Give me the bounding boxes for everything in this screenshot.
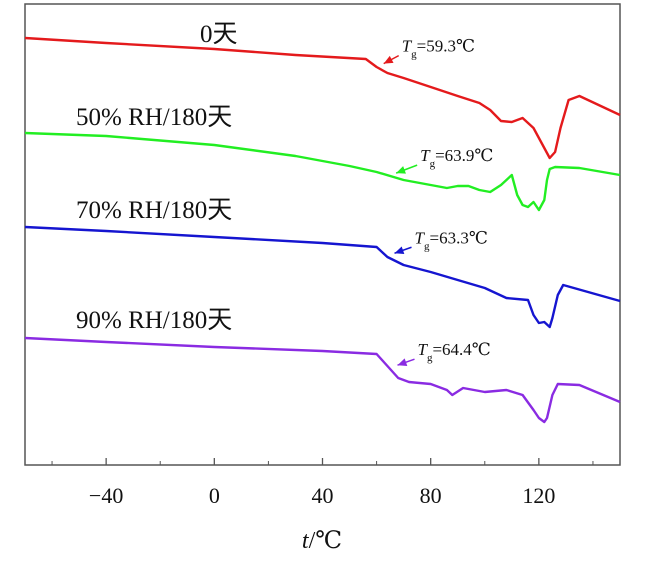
curve-label-2: 70% RH/180天: [76, 197, 232, 224]
tg-arrowhead-2: [394, 246, 405, 255]
plot-frame: [24, 3, 621, 466]
curve-1: [24, 131, 621, 212]
curve-0: [24, 36, 621, 160]
curve-label-0: 0天: [200, 21, 238, 48]
tg-annotation-1: Tg=63.9℃: [420, 146, 493, 170]
x-axis-label: t/℃: [302, 528, 342, 554]
curve-label-3: 90% RH/180天: [76, 307, 232, 334]
tg-annotation-3: Tg=64.4℃: [417, 340, 490, 364]
x-tick-label: 0: [209, 483, 220, 508]
x-tick-label: 120: [522, 483, 555, 508]
curve-label-1: 50% RH/180天: [76, 104, 232, 131]
curves: [24, 36, 621, 424]
tg-arrowhead-0: [383, 55, 394, 64]
tg-arrowhead-3: [397, 358, 408, 366]
x-tick-label: 80: [420, 483, 442, 508]
x-tick-label: −40: [89, 483, 123, 508]
x-axis: −40 0 40 80 120: [51, 458, 594, 508]
curve-labels: 0天 Tg=59.3℃ 50% RH/180天 Tg=63.9℃ 70% RH/180天…: [76, 21, 493, 366]
curve-2: [24, 225, 621, 329]
curve-3: [24, 336, 621, 424]
x-tick-label: 40: [312, 483, 334, 508]
tg-annotation-0: Tg=59.3℃: [402, 37, 475, 61]
tg-annotation-2: Tg=63.3℃: [415, 228, 488, 252]
tg-arrowhead-1: [396, 166, 406, 174]
